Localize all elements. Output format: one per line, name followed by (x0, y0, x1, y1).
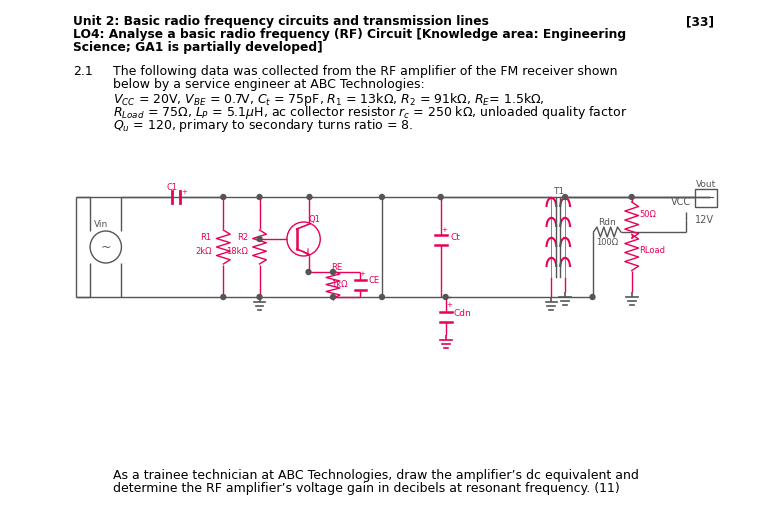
Text: Science; GA1 is partially developed]: Science; GA1 is partially developed] (73, 41, 323, 54)
Text: R2: R2 (237, 233, 248, 241)
Text: CE: CE (368, 276, 380, 285)
Text: +: + (447, 302, 452, 308)
Text: $Q_u$ = 120, primary to secondary turns ratio = 8.: $Q_u$ = 120, primary to secondary turns … (113, 117, 413, 134)
Text: 12V: 12V (696, 215, 714, 225)
Text: $R_{Load}$ = 75$\Omega$, $L_P$ = 5.1$\mu$H, ac collector resistor $r_c$ = 250 k$: $R_{Load}$ = 75$\Omega$, $L_P$ = 5.1$\mu… (113, 104, 627, 121)
Text: Rdn: Rdn (598, 218, 616, 227)
Text: T1: T1 (553, 187, 564, 196)
Text: 1kΩ: 1kΩ (331, 280, 348, 289)
Text: 18kΩ: 18kΩ (226, 246, 248, 256)
Circle shape (331, 270, 335, 274)
Circle shape (563, 195, 567, 199)
Text: As a trainee technician at ABC Technologies, draw the amplifier’s dc equivalent : As a trainee technician at ABC Technolog… (113, 469, 638, 482)
Circle shape (257, 195, 262, 199)
Text: 100Ω: 100Ω (596, 237, 618, 246)
Text: Vin: Vin (94, 220, 108, 229)
Text: determine the RF amplifier’s voltage gain in decibels at resonant frequency. (11: determine the RF amplifier’s voltage gai… (113, 482, 619, 495)
Text: 2.1: 2.1 (73, 65, 94, 78)
Circle shape (331, 295, 335, 300)
Circle shape (257, 236, 262, 241)
Circle shape (257, 295, 262, 300)
Text: LO4: Analyse a basic radio frequency (RF) Circuit [Knowledge area: Engineering: LO4: Analyse a basic radio frequency (RF… (73, 28, 627, 41)
Circle shape (307, 195, 312, 199)
Circle shape (380, 195, 384, 199)
Text: +: + (441, 227, 448, 233)
Text: R1: R1 (200, 233, 212, 241)
Circle shape (380, 295, 384, 300)
Text: Q1: Q1 (308, 214, 320, 224)
Circle shape (590, 295, 595, 300)
Circle shape (443, 295, 448, 300)
Circle shape (438, 195, 443, 199)
Text: +: + (359, 272, 366, 277)
Text: VCC: VCC (671, 197, 691, 207)
Circle shape (221, 295, 226, 300)
Text: Cdn: Cdn (454, 308, 472, 317)
Text: ~: ~ (100, 240, 111, 254)
Text: +: + (181, 189, 187, 195)
Circle shape (221, 195, 226, 199)
Circle shape (306, 270, 311, 274)
Text: Ct: Ct (451, 233, 461, 242)
Text: Unit 2: Basic radio frequency circuits and transmission lines: Unit 2: Basic radio frequency circuits a… (73, 15, 489, 28)
Text: below by a service engineer at ABC Technologies:: below by a service engineer at ABC Techn… (113, 78, 424, 91)
Text: RE: RE (331, 264, 342, 272)
Text: C1: C1 (167, 183, 178, 192)
Text: RLoad: RLoad (639, 246, 666, 255)
Circle shape (629, 195, 634, 199)
Text: $V_{CC}$ = 20V, $V_{BE}$ = 0.7V, $C_t$ = 75pF, $R_1$ = 13k$\Omega$, $R_2$ = 91k$: $V_{CC}$ = 20V, $V_{BE}$ = 0.7V, $C_t$ =… (113, 91, 544, 108)
Text: Vout: Vout (696, 179, 717, 189)
Text: 50Ω: 50Ω (639, 209, 656, 219)
Bar (696, 189, 717, 207)
Text: 2kΩ: 2kΩ (195, 246, 212, 256)
Text: The following data was collected from the RF amplifier of the FM receiver shown: The following data was collected from th… (113, 65, 617, 78)
Text: [33]: [33] (686, 15, 713, 28)
